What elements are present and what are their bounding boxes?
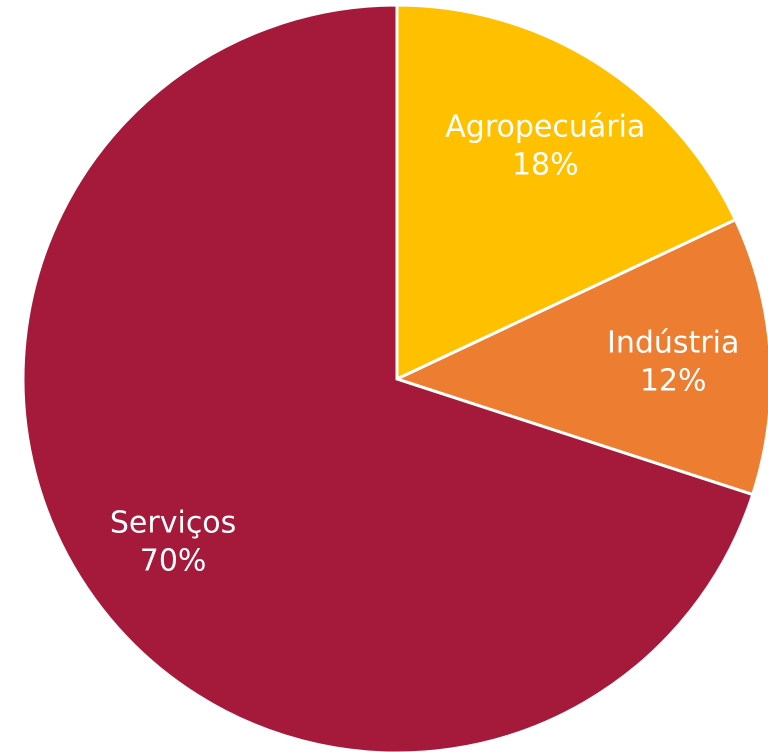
pie-slice-agropecuaria: [395, 3, 738, 382]
slice-value-agropecuaria: 18%: [512, 147, 579, 182]
slice-label-servicos: Serviços: [110, 506, 236, 541]
slice-label-agropecuaria: Agropecuária: [445, 109, 645, 144]
slice-label-industria: Indústria: [607, 326, 739, 361]
pie-slices: [21, 3, 768, 752]
slice-value-servicos: 70%: [140, 544, 207, 579]
slice-value-industria: 12%: [640, 364, 707, 399]
pie-slice-servicos: [21, 3, 755, 752]
pie-slice-industria: [392, 217, 768, 497]
